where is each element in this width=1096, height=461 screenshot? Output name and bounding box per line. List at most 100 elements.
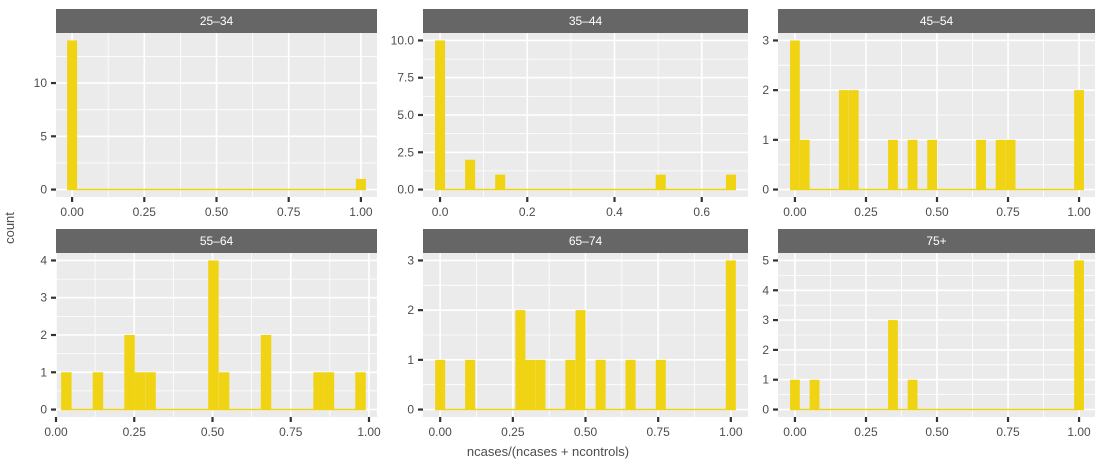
- y-tick-label: 1: [40, 365, 47, 379]
- facet-panel: 35–44 0.0 2.5 5.0 7.5 10.0 0.0 0.2 0.4 0.6: [391, 9, 748, 219]
- x-tick-label: 0.00: [44, 425, 68, 439]
- y-tick-label: 2: [40, 328, 47, 342]
- histogram-bar: [725, 174, 736, 190]
- histogram-bar: [725, 260, 736, 410]
- y-tick-label: 1: [762, 133, 769, 147]
- histogram-bar: [208, 260, 219, 410]
- histogram-bar: [655, 174, 666, 190]
- y-tick-label: 10.0: [391, 33, 415, 47]
- y-tick-label: 0: [407, 403, 414, 417]
- x-tick-label: 1.00: [357, 425, 381, 439]
- y-tick-label: 3: [762, 33, 769, 47]
- histogram-bar: [435, 359, 446, 410]
- histogram-bar: [995, 139, 1006, 190]
- histogram-bar: [92, 372, 104, 410]
- histogram-bar: [515, 310, 526, 410]
- x-tick-label: 0.00: [783, 425, 807, 439]
- histogram-bar: [809, 379, 820, 410]
- x-tick-label: 0.75: [279, 425, 303, 439]
- x-tick-label: 0.25: [854, 425, 878, 439]
- histogram-bar: [495, 174, 506, 190]
- y-tick-label: 0: [40, 183, 47, 197]
- histogram-bar: [888, 320, 898, 410]
- histogram-bar: [61, 372, 72, 410]
- histogram-bar: [976, 139, 986, 190]
- facet-strip-label: 65–74: [569, 234, 603, 248]
- x-tick-label: 0.00: [60, 205, 84, 219]
- y-tick-label: 2: [407, 303, 414, 317]
- histogram-bar: [888, 139, 898, 190]
- y-tick-label: 2: [762, 343, 769, 357]
- facet-panel: 65–74 0 1 2 3 0.00 0.25 0.50 0.75 1.00: [407, 229, 748, 439]
- x-tick-label: 0.00: [428, 425, 452, 439]
- facet-strip-label: 25–34: [200, 14, 234, 28]
- y-tick-label: 2: [762, 83, 769, 97]
- y-tick-label: 5: [40, 129, 47, 143]
- facet-strip: [423, 9, 748, 33]
- histogram-bar: [525, 359, 536, 410]
- histogram-bar: [1005, 139, 1016, 190]
- y-tick-label: 0: [762, 403, 769, 417]
- x-tick-label: 0.0: [432, 205, 449, 219]
- y-tick-label: 4: [762, 283, 769, 297]
- histogram-bar: [907, 139, 918, 190]
- facet-strip: [778, 9, 1095, 33]
- x-tick-label: 1.00: [349, 205, 373, 219]
- histogram-bar: [625, 359, 636, 410]
- x-tick-label: 0.00: [783, 205, 807, 219]
- facet-strip-label: 55–64: [200, 234, 234, 248]
- x-tick-label: 0.25: [854, 205, 878, 219]
- facet-panel: 75+ 0 1 2 3 4 5 0.00 0.25 0.50 0.75 1.00: [762, 229, 1095, 439]
- y-tick-label: 1: [762, 373, 769, 387]
- histogram-bar: [323, 372, 335, 410]
- y-tick-label: 2.5: [397, 145, 414, 159]
- histogram-bar: [927, 139, 938, 190]
- y-tick-label: 7.5: [397, 71, 414, 85]
- y-tick-label: 3: [40, 291, 47, 305]
- histogram-bar: [435, 40, 446, 190]
- x-axis-title: ncases/(ncases + ncontrols): [467, 444, 629, 459]
- x-tick-label: 1.00: [1067, 205, 1091, 219]
- histogram-bar: [67, 40, 78, 190]
- x-tick-label: 0.25: [133, 205, 157, 219]
- x-tick-label: 0.2: [519, 205, 536, 219]
- histogram-bar: [565, 359, 576, 410]
- facet-strip: [423, 229, 748, 253]
- x-tick-label: 0.25: [123, 425, 147, 439]
- histogram-bar: [355, 178, 366, 190]
- histogram-bar: [790, 40, 800, 190]
- histogram-bar: [838, 90, 849, 190]
- x-tick-label: 0.50: [205, 205, 229, 219]
- facet-panel: 55–64 0 1 2 3 4 0.00 0.25 0.50 0.75 1.00: [40, 229, 381, 439]
- y-tick-label: 0: [40, 403, 47, 417]
- histogram-bar: [355, 372, 366, 410]
- y-axis-title: count: [2, 212, 17, 244]
- y-tick-label: 3: [407, 253, 414, 267]
- histogram-bar: [145, 372, 156, 410]
- y-tick-label: 3: [762, 313, 769, 327]
- histogram-bar: [465, 359, 476, 410]
- facet-panel: 45–54 0 1 2 3 0.00 0.25 0.50 0.75 1.00: [762, 9, 1095, 219]
- x-tick-label: 0.75: [646, 425, 670, 439]
- x-tick-label: 0.50: [201, 425, 225, 439]
- y-tick-label: 5: [762, 253, 769, 267]
- x-tick-label: 0.25: [501, 425, 525, 439]
- facet-strip-label: 35–44: [569, 14, 603, 28]
- y-tick-label: 0: [762, 183, 769, 197]
- histogram-bar: [790, 379, 800, 410]
- y-tick-label: 10: [34, 76, 48, 90]
- histogram-bar: [595, 359, 606, 410]
- histogram-bar: [1074, 260, 1084, 410]
- histogram-bar: [218, 372, 230, 410]
- y-tick-label: 1: [407, 353, 414, 367]
- y-tick-label: 4: [40, 253, 47, 267]
- facet-strip: [56, 9, 377, 33]
- y-tick-label: 0.0: [397, 183, 414, 197]
- histogram-bar: [848, 90, 859, 190]
- y-tick-label: 5.0: [397, 108, 414, 122]
- facet-strip: [56, 229, 377, 253]
- histogram-bar: [1074, 90, 1084, 190]
- facet-strip-label: 45–54: [920, 14, 954, 28]
- facet-strip-label: 75+: [926, 234, 946, 248]
